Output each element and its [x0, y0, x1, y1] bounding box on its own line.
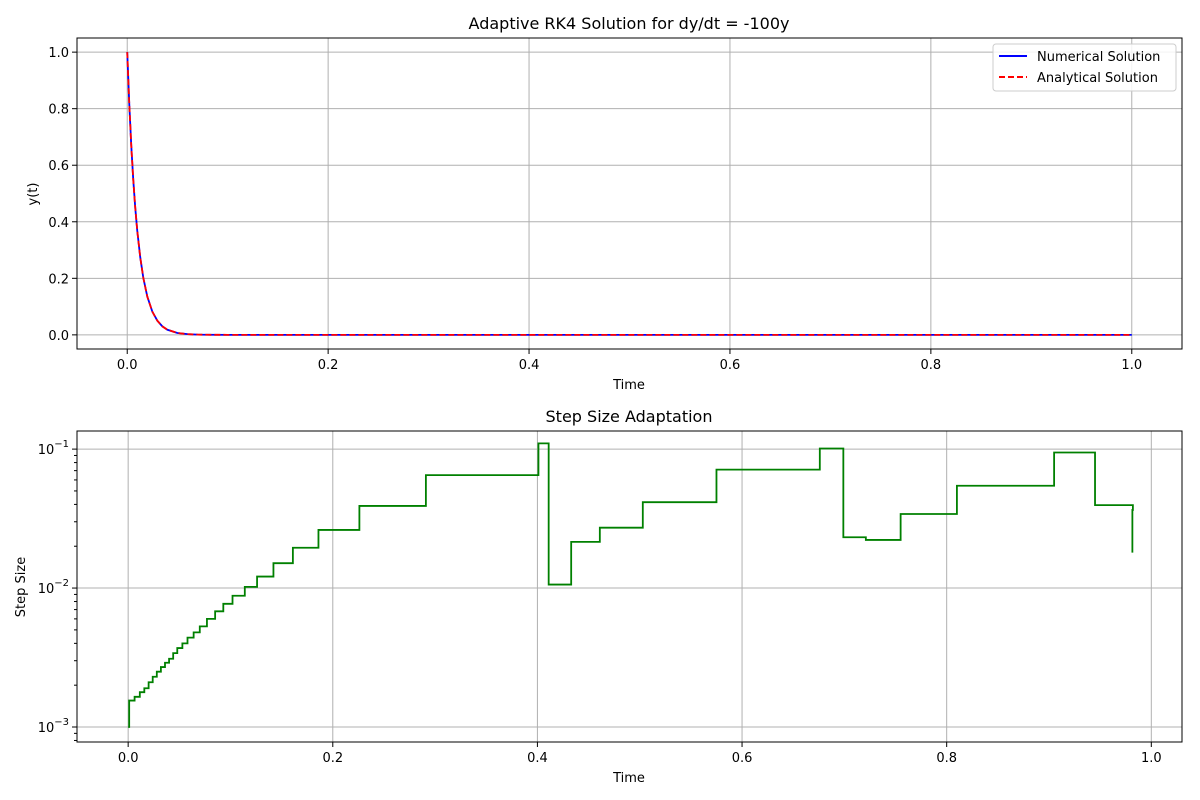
legend-label-numerical: Numerical Solution	[1037, 50, 1160, 65]
solution-chart-series	[126, 52, 1132, 336]
solution-chart-x-tick-label: 0.2	[318, 358, 339, 373]
solution-chart-y-tick-label: 1.0	[48, 46, 69, 61]
solution-chart-legend: Numerical Solution Analytical Solution	[992, 43, 1177, 92]
solution-chart-y-tick-label: 0.0	[48, 329, 69, 344]
solution-chart-y-tick-label: 0.2	[48, 272, 69, 287]
step-size-chart-ylabel: Step Size	[14, 557, 29, 617]
step-size-chart-series-line-0	[128, 442, 1134, 728]
solution-chart-series-line-1	[126, 52, 1132, 336]
solution-chart-title: Adaptive RK4 Solution for dy/dt = -100y	[469, 14, 790, 33]
solution-chart-xlabel: Time	[612, 378, 645, 393]
step-size-chart-x-tick-label: 0.4	[527, 751, 548, 766]
step-size-chart-x-tick-label: 0.6	[732, 751, 753, 766]
step-size-chart-series	[128, 442, 1134, 728]
solution-chart-y-tick-label: 0.8	[48, 103, 69, 118]
step-size-chart-ticks: 0.0 0.2 0.4 0.6 0.8 1.0 10−3 10−2 10−1	[38, 439, 1162, 766]
solution-chart-ticks: 0.0 0.2 0.4 0.6 0.8 1.0 0.0 0.2 0.4 0.6 0.8 1.0	[48, 46, 1142, 373]
solution-chart-x-tick-label: 0.6	[720, 358, 741, 373]
solution-chart-x-tick-label: 0.8	[921, 358, 942, 373]
solution-chart: Adaptive RK4 Solution for dy/dt = -100y …	[26, 14, 1183, 393]
step-size-chart-x-tick-label: 0.8	[936, 751, 957, 766]
step-size-chart-xlabel: Time	[612, 771, 645, 786]
step-size-chart-x-tick-label: 0.2	[322, 751, 343, 766]
legend-label-analytical: Analytical Solution	[1037, 71, 1158, 86]
step-size-chart-grid	[77, 431, 1182, 742]
solution-chart-y-tick-label: 0.4	[48, 216, 69, 231]
solution-chart-ylabel: y(t)	[26, 183, 41, 206]
step-size-chart: Step Size Adaptation 0.0 0.2 0.4 0.6 0.8 1.0 1…	[14, 407, 1183, 786]
step-size-chart-y-tick-label: 10−2	[38, 578, 69, 597]
step-size-chart-y-tick-label: 10−1	[38, 439, 69, 458]
solution-chart-y-tick-label: 0.6	[48, 159, 69, 174]
step-size-chart-x-tick-label: 1.0	[1141, 751, 1162, 766]
step-size-chart-title: Step Size Adaptation	[546, 407, 713, 426]
solution-chart-x-tick-label: 0.0	[117, 358, 138, 373]
step-size-chart-x-tick-label: 0.0	[118, 751, 139, 766]
solution-chart-x-tick-label: 0.4	[519, 358, 540, 373]
legend-box	[992, 43, 1177, 92]
step-size-chart-y-tick-label: 10−3	[38, 717, 69, 736]
solution-chart-frame	[76, 37, 1183, 350]
step-size-chart-frame	[76, 430, 1183, 743]
solution-chart-x-tick-label: 1.0	[1121, 358, 1142, 373]
